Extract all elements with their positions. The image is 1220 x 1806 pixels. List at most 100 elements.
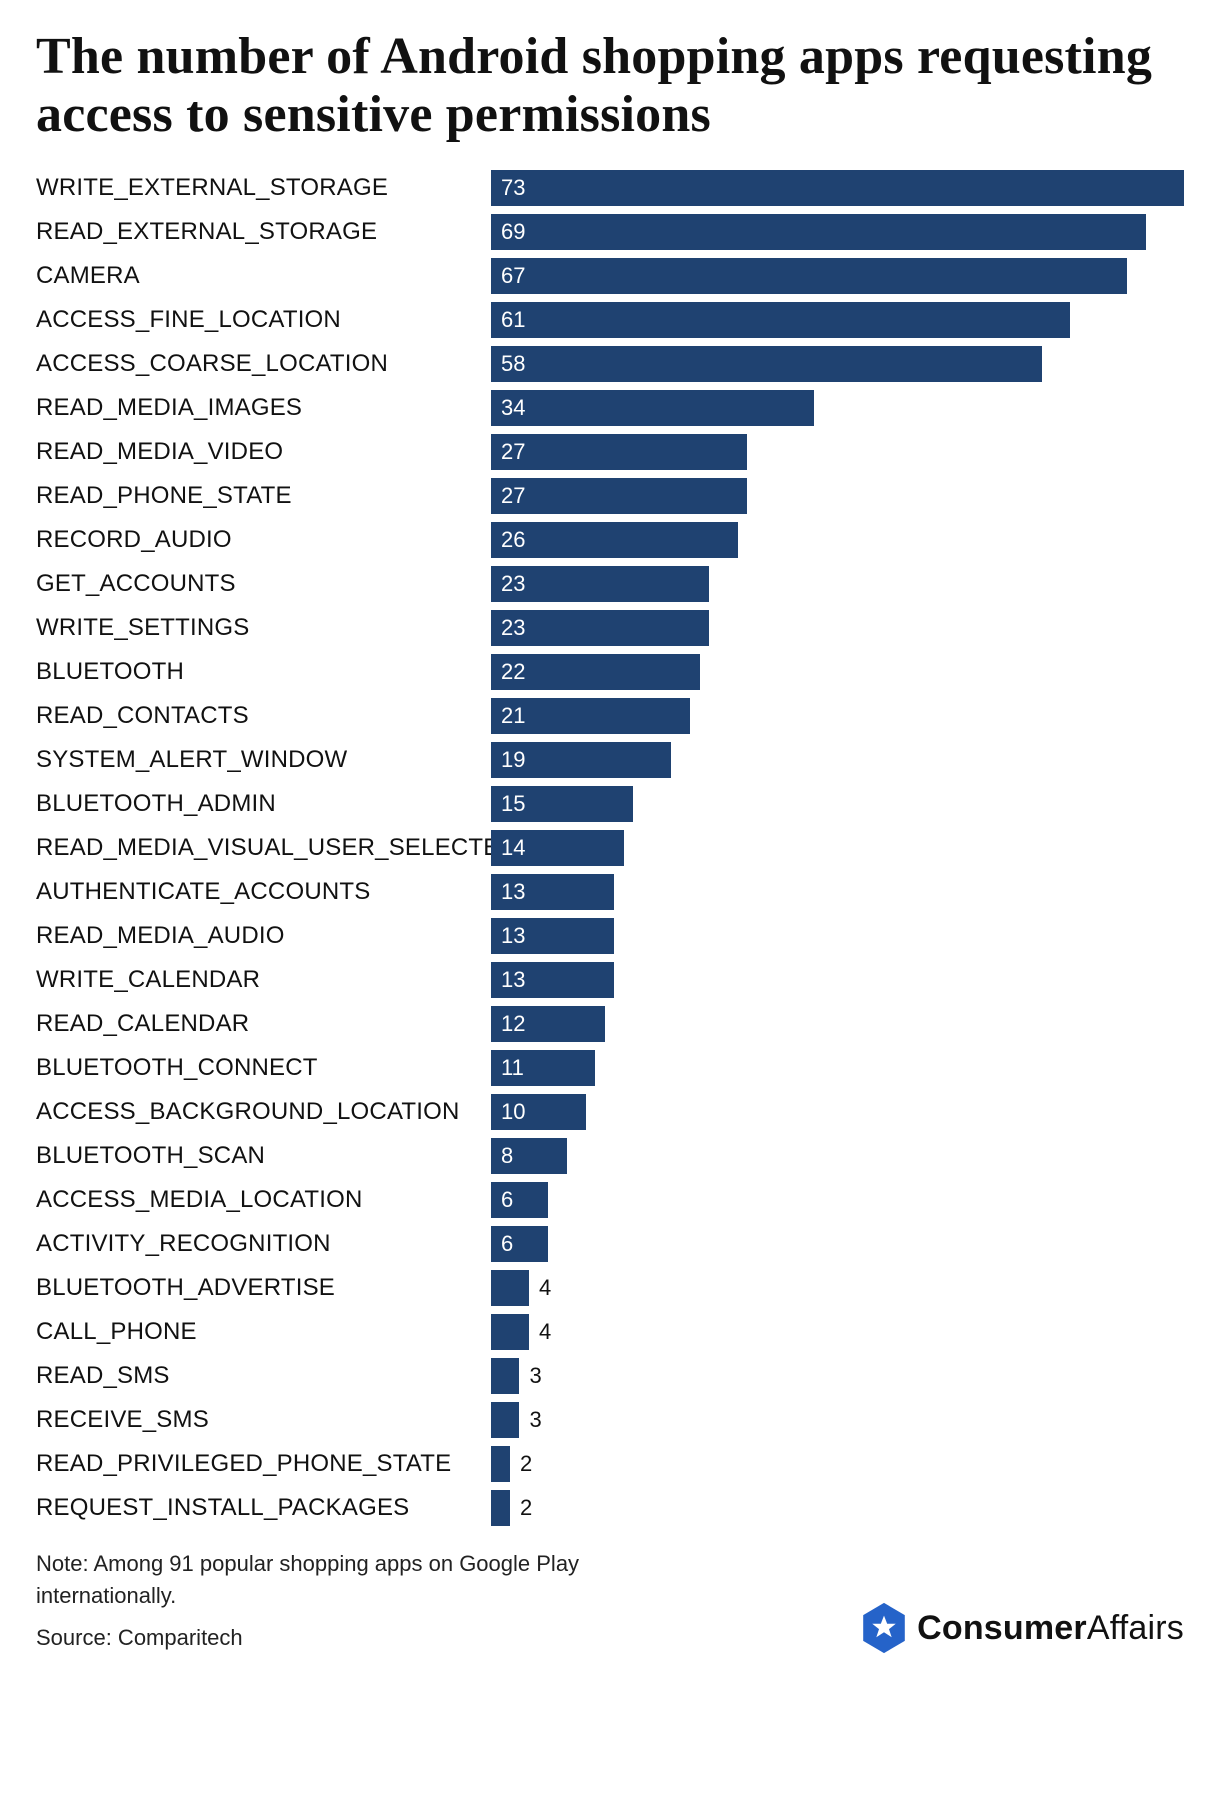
bar-cell: 22: [491, 650, 1184, 694]
permission-label: WRITE_EXTERNAL_STORAGE: [36, 174, 491, 202]
chart-title: The number of Android shopping apps requ…: [36, 28, 1184, 144]
bar-cell: 3: [491, 1354, 1184, 1398]
bar-cell: 23: [491, 562, 1184, 606]
chart-row: READ_PRIVILEGED_PHONE_STATE2: [36, 1442, 1184, 1486]
chart-row: READ_CONTACTS21: [36, 694, 1184, 738]
bar-cell: 13: [491, 870, 1184, 914]
bar-cell: 2: [491, 1486, 1184, 1530]
chart-row: WRITE_EXTERNAL_STORAGE73: [36, 166, 1184, 210]
bar-value: 73: [491, 175, 525, 201]
permission-label: CAMERA: [36, 262, 491, 290]
permission-label: RECEIVE_SMS: [36, 1406, 491, 1434]
bar: 13: [491, 918, 614, 954]
permission-label: READ_MEDIA_VISUAL_USER_SELECTED: [36, 834, 491, 862]
bar: 27: [491, 434, 747, 470]
bar-value: 22: [491, 659, 525, 685]
chart-row: WRITE_SETTINGS23: [36, 606, 1184, 650]
chart-row: SYSTEM_ALERT_WINDOW19: [36, 738, 1184, 782]
chart-row: REQUEST_INSTALL_PACKAGES 2: [36, 1486, 1184, 1530]
bar-value: 8: [491, 1143, 513, 1169]
chart-row: ACCESS_BACKGROUND_LOCATION10: [36, 1090, 1184, 1134]
chart-row: READ_SMS3: [36, 1354, 1184, 1398]
bar: 26: [491, 522, 738, 558]
bar-cell: 6: [491, 1178, 1184, 1222]
permission-label: BLUETOOTH: [36, 658, 491, 686]
bar: 67: [491, 258, 1127, 294]
chart-row: READ_EXTERNAL_STORAGE69: [36, 210, 1184, 254]
bar-value: 6: [491, 1231, 513, 1257]
bar: [491, 1358, 519, 1394]
bar-value: 10: [491, 1099, 525, 1125]
bar-cell: 2: [491, 1442, 1184, 1486]
bar-cell: 58: [491, 342, 1184, 386]
bar-value: 2: [510, 1495, 532, 1521]
chart-row: ACTIVITY_RECOGNITION6: [36, 1222, 1184, 1266]
permission-label: WRITE_CALENDAR: [36, 966, 491, 994]
bar-cell: 8: [491, 1134, 1184, 1178]
bar: 34: [491, 390, 814, 426]
bar: 6: [491, 1182, 548, 1218]
permission-label: BLUETOOTH_ADMIN: [36, 790, 491, 818]
bar: [491, 1402, 519, 1438]
bar-cell: 4: [491, 1310, 1184, 1354]
bar-cell: 11: [491, 1046, 1184, 1090]
chart-row: RECEIVE_SMS3: [36, 1398, 1184, 1442]
bar-value: 23: [491, 615, 525, 641]
bar-cell: 15: [491, 782, 1184, 826]
bar-cell: 26: [491, 518, 1184, 562]
permission-label: ACCESS_FINE_LOCATION: [36, 306, 491, 334]
bar: 27: [491, 478, 747, 514]
bar-cell: 4: [491, 1266, 1184, 1310]
brand-wordmark: ConsumerAffairs: [917, 1609, 1184, 1648]
permission-label: REQUEST_INSTALL_PACKAGES: [36, 1494, 491, 1522]
bar: 73: [491, 170, 1184, 206]
brand-word-affairs: Affairs: [1087, 1609, 1184, 1647]
bar-cell: 3: [491, 1398, 1184, 1442]
permission-label: BLUETOOTH_ADVERTISE: [36, 1274, 491, 1302]
bar-cell: 21: [491, 694, 1184, 738]
bar-chart: WRITE_EXTERNAL_STORAGE73READ_EXTERNAL_ST…: [36, 166, 1184, 1530]
bar-cell: 73: [491, 166, 1184, 210]
permission-label: GET_ACCOUNTS: [36, 570, 491, 598]
permission-label: ACCESS_MEDIA_LOCATION: [36, 1186, 491, 1214]
chart-row: WRITE_CALENDAR13: [36, 958, 1184, 1002]
bar: 13: [491, 874, 614, 910]
permission-label: ACCESS_BACKGROUND_LOCATION: [36, 1098, 491, 1126]
permission-label: READ_PHONE_STATE: [36, 482, 491, 510]
bar-cell: 69: [491, 210, 1184, 254]
bar-value: 13: [491, 923, 525, 949]
permission-label: READ_CALENDAR: [36, 1010, 491, 1038]
bar: 14: [491, 830, 624, 866]
bar: 22: [491, 654, 700, 690]
bar: 61: [491, 302, 1070, 338]
permission-label: BLUETOOTH_CONNECT: [36, 1054, 491, 1082]
bar-value: 4: [529, 1319, 551, 1345]
bar: 69: [491, 214, 1146, 250]
bar-value: 34: [491, 395, 525, 421]
permission-label: ACCESS_COARSE_LOCATION: [36, 350, 491, 378]
chart-row: ACCESS_MEDIA_LOCATION6: [36, 1178, 1184, 1222]
bar-value: 19: [491, 747, 525, 773]
bar: [491, 1270, 529, 1306]
bar-value: 15: [491, 791, 525, 817]
bar: 10: [491, 1094, 586, 1130]
permission-label: READ_MEDIA_AUDIO: [36, 922, 491, 950]
permission-label: AUTHENTICATE_ACCOUNTS: [36, 878, 491, 906]
chart-row: READ_MEDIA_IMAGES34: [36, 386, 1184, 430]
permission-label: READ_MEDIA_VIDEO: [36, 438, 491, 466]
footer-notes: Note: Among 91 popular shopping apps on …: [36, 1548, 676, 1654]
bar-value: 21: [491, 703, 525, 729]
bar: 23: [491, 566, 709, 602]
chart-row: GET_ACCOUNTS23: [36, 562, 1184, 606]
permission-label: READ_MEDIA_IMAGES: [36, 394, 491, 422]
bar: 11: [491, 1050, 595, 1086]
bar-value: 27: [491, 439, 525, 465]
bar: [491, 1490, 510, 1526]
bar-cell: 10: [491, 1090, 1184, 1134]
bar-cell: 27: [491, 474, 1184, 518]
bar-cell: 19: [491, 738, 1184, 782]
chart-row: CALL_PHONE4: [36, 1310, 1184, 1354]
bar-value: 26: [491, 527, 525, 553]
permission-label: SYSTEM_ALERT_WINDOW: [36, 746, 491, 774]
bar: 13: [491, 962, 614, 998]
